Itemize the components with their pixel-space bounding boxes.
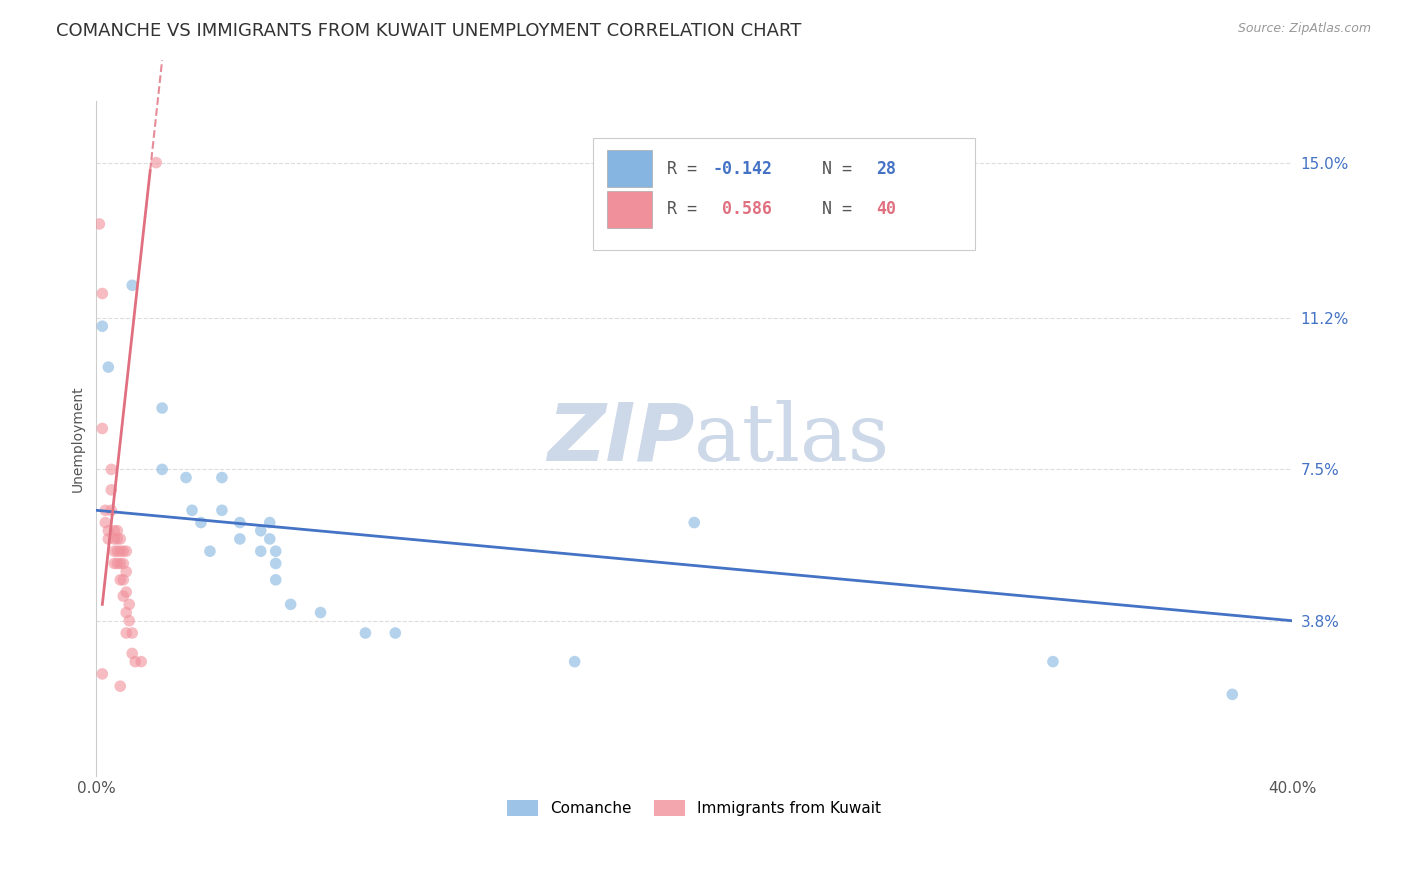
Point <box>309 606 332 620</box>
Point <box>124 655 146 669</box>
Point <box>112 557 135 571</box>
Point <box>354 626 377 640</box>
Point <box>103 557 125 571</box>
Point <box>264 557 287 571</box>
Point <box>100 462 122 476</box>
Bar <box>607 150 652 187</box>
Point <box>94 503 117 517</box>
Point <box>105 544 128 558</box>
Point <box>683 516 706 530</box>
Text: R =: R = <box>666 200 707 219</box>
Point <box>97 532 120 546</box>
Point <box>280 598 302 612</box>
Point <box>121 278 143 293</box>
Point <box>112 573 135 587</box>
Text: N =: N = <box>793 200 862 219</box>
Point <box>112 544 135 558</box>
Point <box>249 544 271 558</box>
Point <box>174 470 197 484</box>
Point <box>129 655 152 669</box>
Point <box>229 516 252 530</box>
Text: 40: 40 <box>876 200 896 219</box>
Point <box>105 524 128 538</box>
Point <box>150 462 173 476</box>
Point <box>110 679 132 693</box>
Y-axis label: Unemployment: Unemployment <box>72 385 86 492</box>
Point <box>112 589 135 603</box>
Point <box>103 532 125 546</box>
Point <box>259 532 281 546</box>
Point <box>121 647 143 661</box>
Point <box>103 524 125 538</box>
Point <box>97 524 120 538</box>
Point <box>384 626 406 640</box>
Point <box>150 401 173 415</box>
Text: R =: R = <box>666 160 707 178</box>
Text: Source: ZipAtlas.com: Source: ZipAtlas.com <box>1237 22 1371 36</box>
FancyBboxPatch shape <box>592 138 976 250</box>
Point <box>564 655 586 669</box>
Point <box>259 516 281 530</box>
Point <box>110 557 132 571</box>
Point <box>105 557 128 571</box>
Point <box>1220 687 1243 701</box>
Text: COMANCHE VS IMMIGRANTS FROM KUWAIT UNEMPLOYMENT CORRELATION CHART: COMANCHE VS IMMIGRANTS FROM KUWAIT UNEMP… <box>56 22 801 40</box>
Text: -0.142: -0.142 <box>713 160 772 178</box>
Point <box>115 544 138 558</box>
Text: N =: N = <box>793 160 862 178</box>
Point <box>110 544 132 558</box>
Point <box>118 614 141 628</box>
Legend: Comanche, Immigrants from Kuwait: Comanche, Immigrants from Kuwait <box>501 794 887 822</box>
Point <box>145 155 167 169</box>
Text: ZIP: ZIP <box>547 400 695 478</box>
Bar <box>607 191 652 227</box>
Point <box>91 667 114 681</box>
Point <box>100 483 122 497</box>
Point <box>249 524 271 538</box>
Point <box>118 598 141 612</box>
Point <box>91 286 114 301</box>
Point <box>91 421 114 435</box>
Point <box>110 573 132 587</box>
Point <box>211 470 233 484</box>
Point <box>105 532 128 546</box>
Point <box>91 319 114 334</box>
Point <box>100 503 122 517</box>
Point <box>198 544 221 558</box>
Point <box>110 532 132 546</box>
Point <box>264 573 287 587</box>
Point <box>190 516 212 530</box>
Point <box>89 217 111 231</box>
Point <box>1042 655 1064 669</box>
Point <box>115 585 138 599</box>
Text: 0.586: 0.586 <box>713 200 772 219</box>
Point <box>264 544 287 558</box>
Point <box>115 606 138 620</box>
Point <box>211 503 233 517</box>
Point <box>115 565 138 579</box>
Point <box>181 503 204 517</box>
Text: 28: 28 <box>876 160 896 178</box>
Point <box>103 544 125 558</box>
Point <box>121 626 143 640</box>
Text: atlas: atlas <box>695 400 890 478</box>
Point <box>229 532 252 546</box>
Point <box>94 516 117 530</box>
Point <box>97 360 120 375</box>
Point <box>115 626 138 640</box>
